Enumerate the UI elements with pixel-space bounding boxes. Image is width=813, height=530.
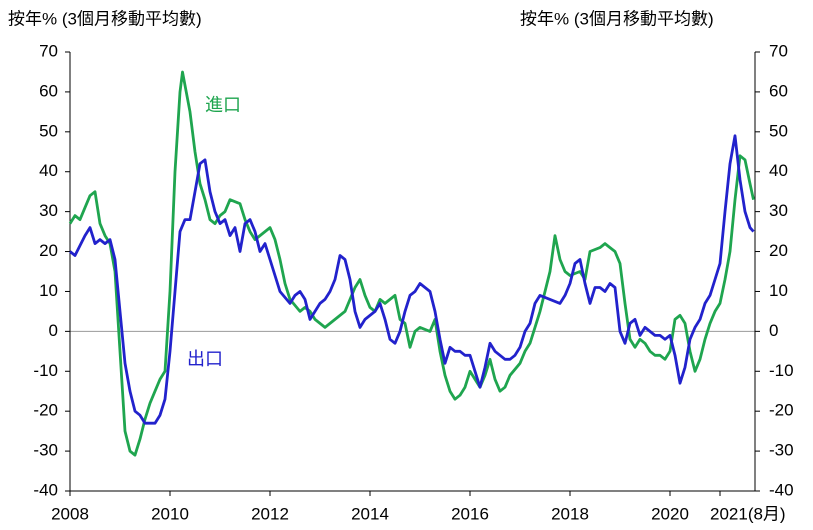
y2-tick-label: 50 <box>769 121 788 140</box>
y-tick-label: -20 <box>33 401 58 420</box>
x-tick-label: 2010 <box>151 504 189 523</box>
x-tick-label: 2021(8月) <box>710 504 786 523</box>
series-label: 進口 <box>205 95 241 115</box>
y2-tick-label: 60 <box>769 81 788 100</box>
x-tick-label: 2008 <box>51 504 89 523</box>
y-tick-label: 40 <box>39 161 58 180</box>
y-axis-title: 按年% (3個月移動平均數) <box>8 9 202 28</box>
x-tick-label: 2014 <box>351 504 389 523</box>
y2-tick-label: 20 <box>769 241 788 260</box>
y2-tick-label: -20 <box>769 401 794 420</box>
y-tick-label: 10 <box>39 281 58 300</box>
y2-tick-label: 40 <box>769 161 788 180</box>
y2-tick-label: -10 <box>769 361 794 380</box>
x-tick-label: 2016 <box>451 504 489 523</box>
y-tick-label: 20 <box>39 241 58 260</box>
series-label: 出口 <box>187 349 223 369</box>
x-tick-label: 2018 <box>551 504 589 523</box>
y2-tick-label: -30 <box>769 441 794 460</box>
y-tick-label: 50 <box>39 121 58 140</box>
x-tick-label: 2020 <box>651 504 689 523</box>
y-tick-label: 0 <box>49 321 58 340</box>
y-tick-label: 30 <box>39 201 58 220</box>
x-tick-label: 2012 <box>251 504 289 523</box>
y-tick-label: 60 <box>39 81 58 100</box>
y2-tick-label: 30 <box>769 201 788 220</box>
y-tick-label: 70 <box>39 41 58 60</box>
y2-axis-title: 按年% (3個月移動平均數) <box>520 9 714 28</box>
y-tick-label: -30 <box>33 441 58 460</box>
y-tick-label: -40 <box>33 480 58 499</box>
y-tick-label: -10 <box>33 361 58 380</box>
y2-tick-label: 0 <box>769 321 778 340</box>
y2-tick-label: -40 <box>769 480 794 499</box>
series-line <box>68 70 755 457</box>
y2-tick-label: 70 <box>769 41 788 60</box>
series-line <box>69 134 755 425</box>
y2-tick-label: 10 <box>769 281 788 300</box>
